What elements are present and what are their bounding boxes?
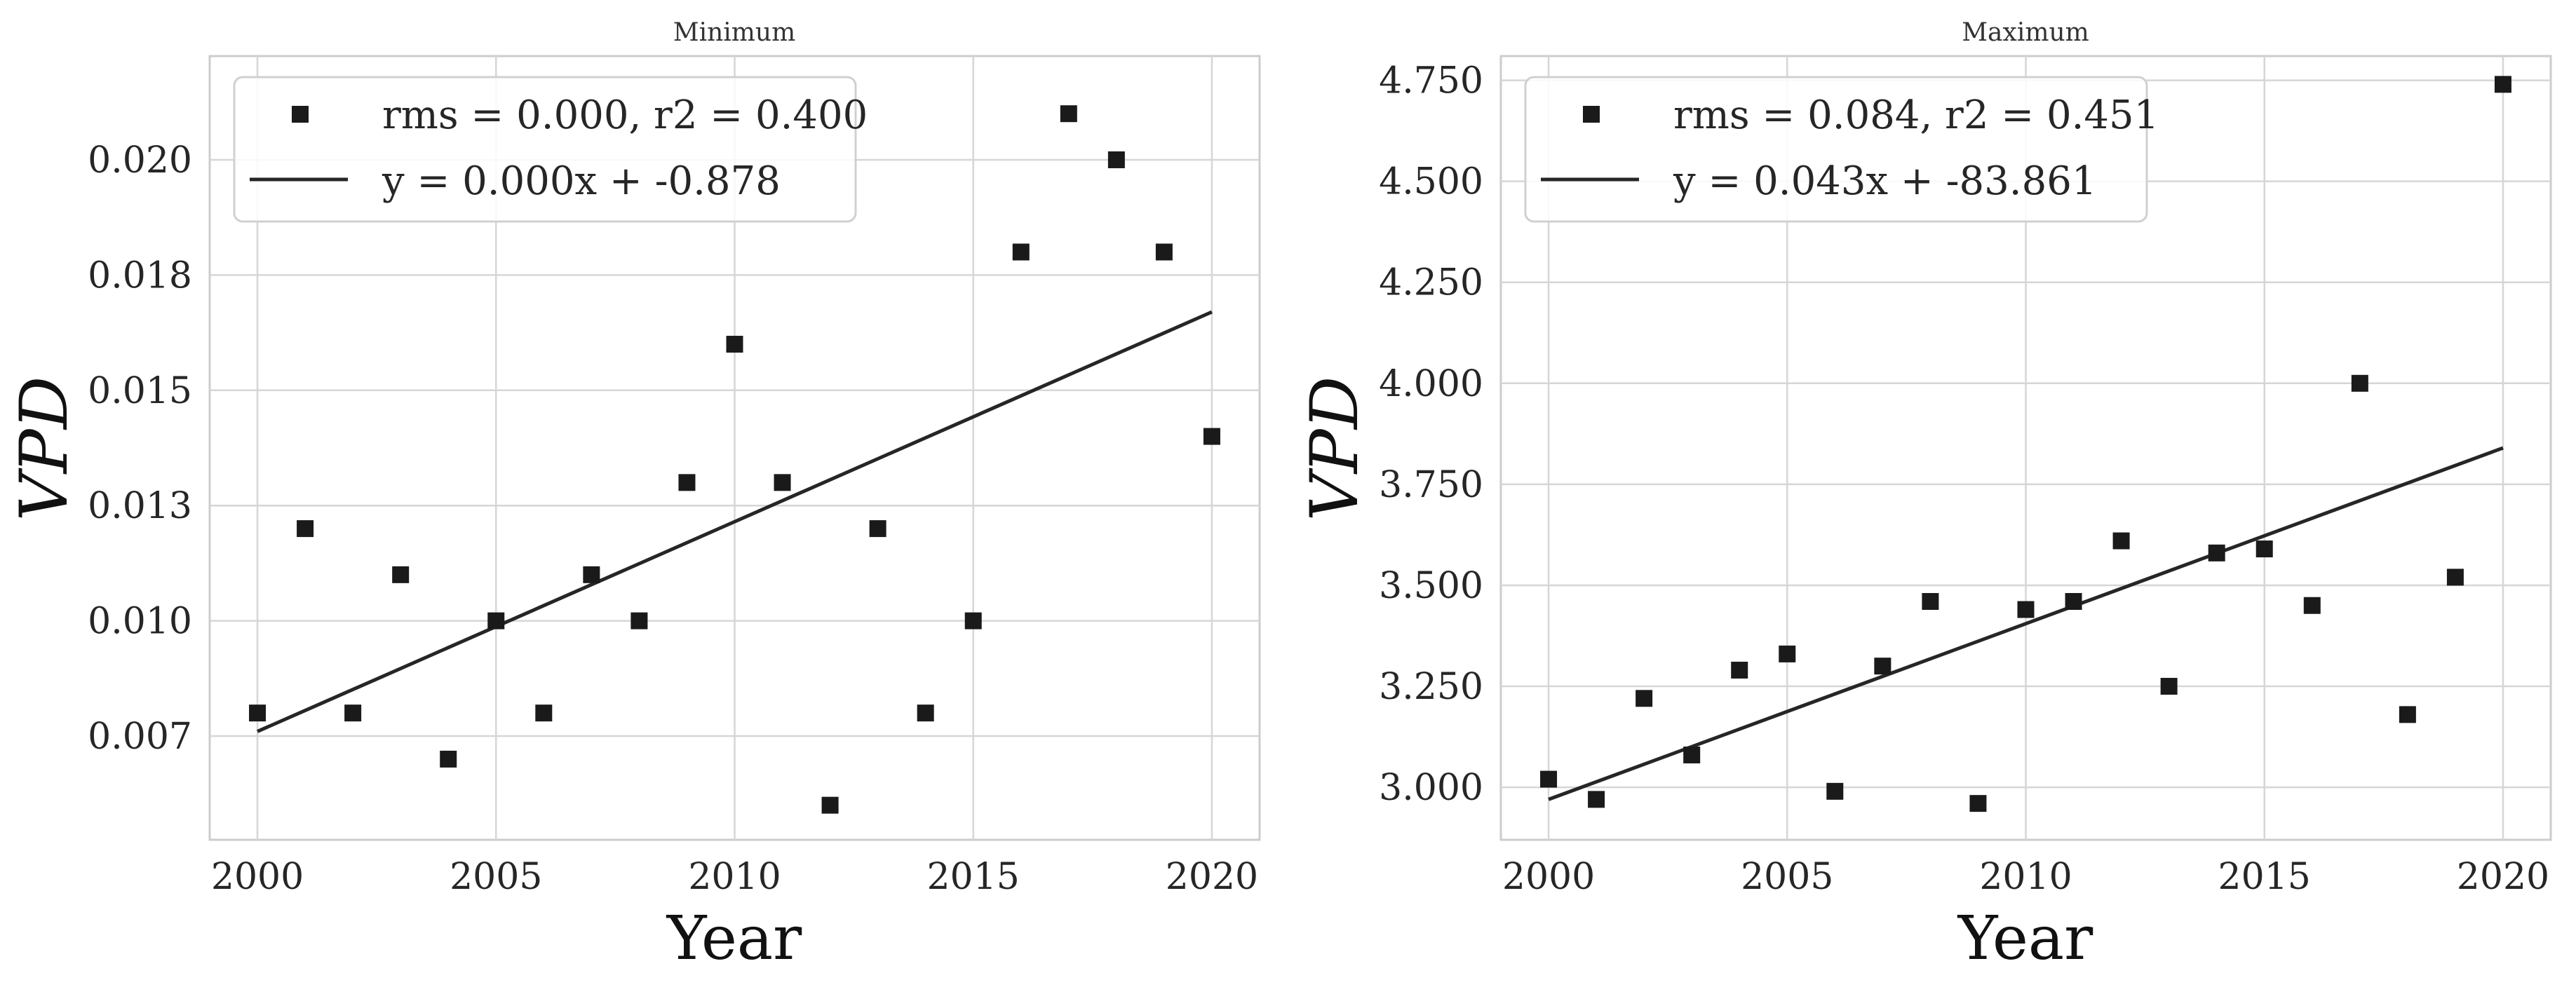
x-tick-label: 2005 — [1741, 856, 1833, 898]
y-tick-label: 3.750 — [1379, 464, 1483, 506]
x-tick-label: 2005 — [450, 856, 542, 898]
data-point — [440, 750, 457, 768]
data-point — [1969, 795, 1987, 812]
y-axis-label: VPD — [1297, 376, 1373, 522]
data-point — [917, 704, 934, 722]
data-point — [1731, 661, 1748, 679]
y-tick-label: 0.018 — [88, 254, 192, 297]
data-point — [1826, 782, 1844, 800]
legend-marker-square — [292, 106, 309, 123]
data-point — [1922, 592, 1939, 610]
x-tick-label: 2020 — [2457, 856, 2549, 898]
data-point — [1588, 791, 1605, 808]
x-tick-label: 2020 — [1166, 856, 1258, 898]
data-point — [2160, 678, 2178, 695]
x-tick-label: 2015 — [2218, 856, 2311, 898]
data-point — [1012, 243, 1030, 261]
legend-frame — [1524, 76, 2148, 223]
y-axis-label: VPD — [6, 376, 83, 522]
data-point — [2255, 540, 2273, 558]
y-tick-label: 0.010 — [88, 601, 192, 643]
data-point — [2446, 569, 2464, 586]
panel-title: Minimum — [673, 18, 796, 47]
data-point — [726, 336, 743, 353]
x-tick-label: 2000 — [1502, 856, 1595, 898]
trend-line — [1548, 446, 2504, 801]
y-tick-label: 0.020 — [88, 139, 192, 182]
x-tick-labels: 2000 2005 2010 2015 2020 — [211, 856, 1258, 898]
y-tick-label: 3.250 — [1379, 666, 1483, 708]
data-point — [774, 474, 791, 491]
x-tick-label: 2015 — [927, 856, 1020, 898]
chart-panel-maximum: 2000 2005 2010 2015 2020 3.000 3.250 3.500 3.75… — [1297, 18, 2552, 974]
data-point — [2017, 601, 2035, 618]
data-point — [2208, 544, 2225, 561]
data-point — [1874, 658, 1891, 675]
data-point — [2303, 597, 2321, 614]
data-point — [1060, 105, 1077, 123]
x-tick-label: 2010 — [1979, 856, 2072, 898]
y-tick-label: 4.750 — [1379, 60, 1483, 102]
x-axis-label: Year — [1957, 904, 2093, 974]
data-point — [1540, 770, 1558, 788]
y-tick-label: 4.500 — [1379, 161, 1483, 203]
y-tick-label: 3.000 — [1379, 767, 1483, 809]
y-tick-label: 0.007 — [88, 716, 192, 758]
data-point — [1155, 243, 1173, 261]
data-point — [964, 612, 982, 629]
data-point — [2112, 532, 2130, 550]
data-point — [869, 520, 886, 538]
legend: rms = 0.000, r2 = 0.400 y = 0.000x + -0.… — [233, 76, 868, 223]
data-point — [1779, 645, 1796, 662]
x-axis-label: Year — [666, 904, 802, 974]
y-tick-label: 0.015 — [88, 370, 192, 412]
data-point — [1683, 746, 1701, 763]
x-tick-labels: 2000 2005 2010 2015 2020 — [1502, 856, 2549, 898]
chart-panel-minimum: 2000 2005 2010 2015 2020 0.007 0.010 0.013 0.01… — [6, 18, 1261, 974]
data-point — [2351, 374, 2368, 392]
y-tick-label: 4.250 — [1379, 262, 1483, 304]
data-point — [583, 566, 600, 583]
data-point — [2399, 706, 2416, 723]
legend-entry-fit: y = 0.043x + -83.861 — [1673, 158, 2096, 204]
data-point — [344, 704, 362, 722]
legend: rms = 0.084, r2 = 0.451 y = 0.043x + -83… — [1524, 76, 2159, 223]
trend-line — [257, 310, 1213, 733]
data-point — [297, 520, 314, 538]
data-point — [535, 704, 553, 722]
y-tick-labels: 3.000 3.250 3.500 3.750 4.000 4.250 4.500 4.750 — [1379, 60, 1483, 810]
data-point — [392, 566, 410, 583]
y-tick-label: 4.000 — [1379, 363, 1483, 405]
data-points — [1540, 76, 2511, 812]
data-point — [249, 704, 267, 722]
data-point — [1636, 690, 1653, 707]
legend-marker-square — [1583, 106, 1600, 123]
y-tick-label: 3.500 — [1379, 565, 1483, 607]
data-point — [678, 474, 696, 491]
legend-entry-scatter: rms = 0.000, r2 = 0.400 — [382, 93, 868, 138]
data-point — [1203, 428, 1220, 445]
data-points — [249, 105, 1220, 814]
y-tick-labels: 0.007 0.010 0.013 0.015 0.018 0.020 — [88, 139, 192, 758]
data-point — [821, 796, 839, 814]
legend-frame — [233, 76, 857, 223]
fit-line-group — [1548, 446, 2504, 801]
data-point — [487, 612, 505, 629]
data-point — [1107, 151, 1125, 168]
data-point — [2065, 592, 2082, 610]
x-tick-label: 2000 — [211, 856, 304, 898]
y-tick-label: 0.013 — [88, 485, 192, 527]
fit-line-group — [257, 310, 1213, 733]
legend-entry-scatter: rms = 0.084, r2 = 0.451 — [1673, 93, 2159, 138]
legend-entry-fit: y = 0.000x + -0.878 — [382, 158, 781, 204]
data-point — [630, 612, 648, 629]
panel-title: Maximum — [1962, 18, 2089, 47]
x-tick-label: 2010 — [688, 856, 781, 898]
data-point — [2494, 76, 2511, 93]
